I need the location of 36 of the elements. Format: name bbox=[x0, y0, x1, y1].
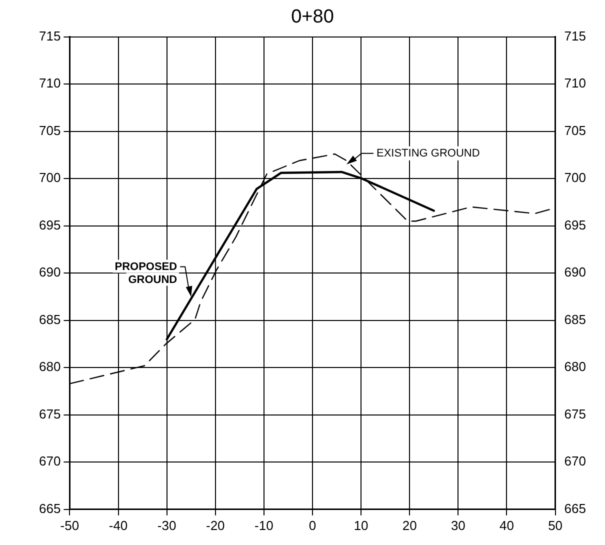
y-tick-label: 680 bbox=[38, 359, 61, 374]
y-tick-label: 695 bbox=[38, 217, 61, 232]
x-tick-label: -20 bbox=[206, 518, 225, 533]
x-tick-label: -50 bbox=[60, 518, 80, 533]
y-tick-label: 670 bbox=[38, 454, 61, 469]
y-tick-label: 665 bbox=[38, 500, 61, 516]
x-tick-label: 50 bbox=[548, 518, 563, 533]
y2-tick-label: 680 bbox=[564, 359, 586, 374]
annotation: EXISTING GROUND bbox=[376, 147, 480, 160]
x-tick-label: 0 bbox=[308, 518, 316, 533]
y2-tick-label: 675 bbox=[564, 406, 586, 422]
y2-tick-label: 665 bbox=[564, 500, 586, 516]
x-tick-label: 20 bbox=[402, 518, 417, 533]
y2-tick-label: 685 bbox=[564, 312, 586, 327]
y2-tick-label: 710 bbox=[564, 76, 586, 91]
y2-tick-label: 715 bbox=[564, 28, 586, 44]
y2-tick-label: 695 bbox=[564, 217, 586, 232]
y-tick-label: 685 bbox=[38, 312, 61, 327]
y2-tick-label: 700 bbox=[564, 170, 586, 186]
y-tick-label: 700 bbox=[38, 170, 61, 186]
chart-title: 0+80 bbox=[291, 6, 334, 28]
x-tick-label: -10 bbox=[254, 518, 274, 533]
y-tick-label: 710 bbox=[38, 76, 61, 91]
y2-tick-label: 705 bbox=[564, 122, 586, 138]
y-tick-label: 690 bbox=[38, 264, 61, 280]
x-tick-label: 10 bbox=[354, 518, 368, 533]
y-tick-label: 715 bbox=[38, 28, 61, 44]
x-tick-label: -30 bbox=[157, 518, 176, 533]
y2-tick-label: 670 bbox=[564, 454, 586, 469]
x-tick-label: -40 bbox=[108, 518, 128, 533]
y-tick-label: 675 bbox=[38, 406, 61, 422]
annotation: PROPOSED GROUND bbox=[114, 260, 178, 286]
y-tick-label: 705 bbox=[38, 122, 61, 138]
y2-tick-label: 690 bbox=[564, 264, 586, 280]
x-tick-label: 30 bbox=[450, 518, 466, 533]
x-tick-label: 40 bbox=[500, 518, 514, 533]
